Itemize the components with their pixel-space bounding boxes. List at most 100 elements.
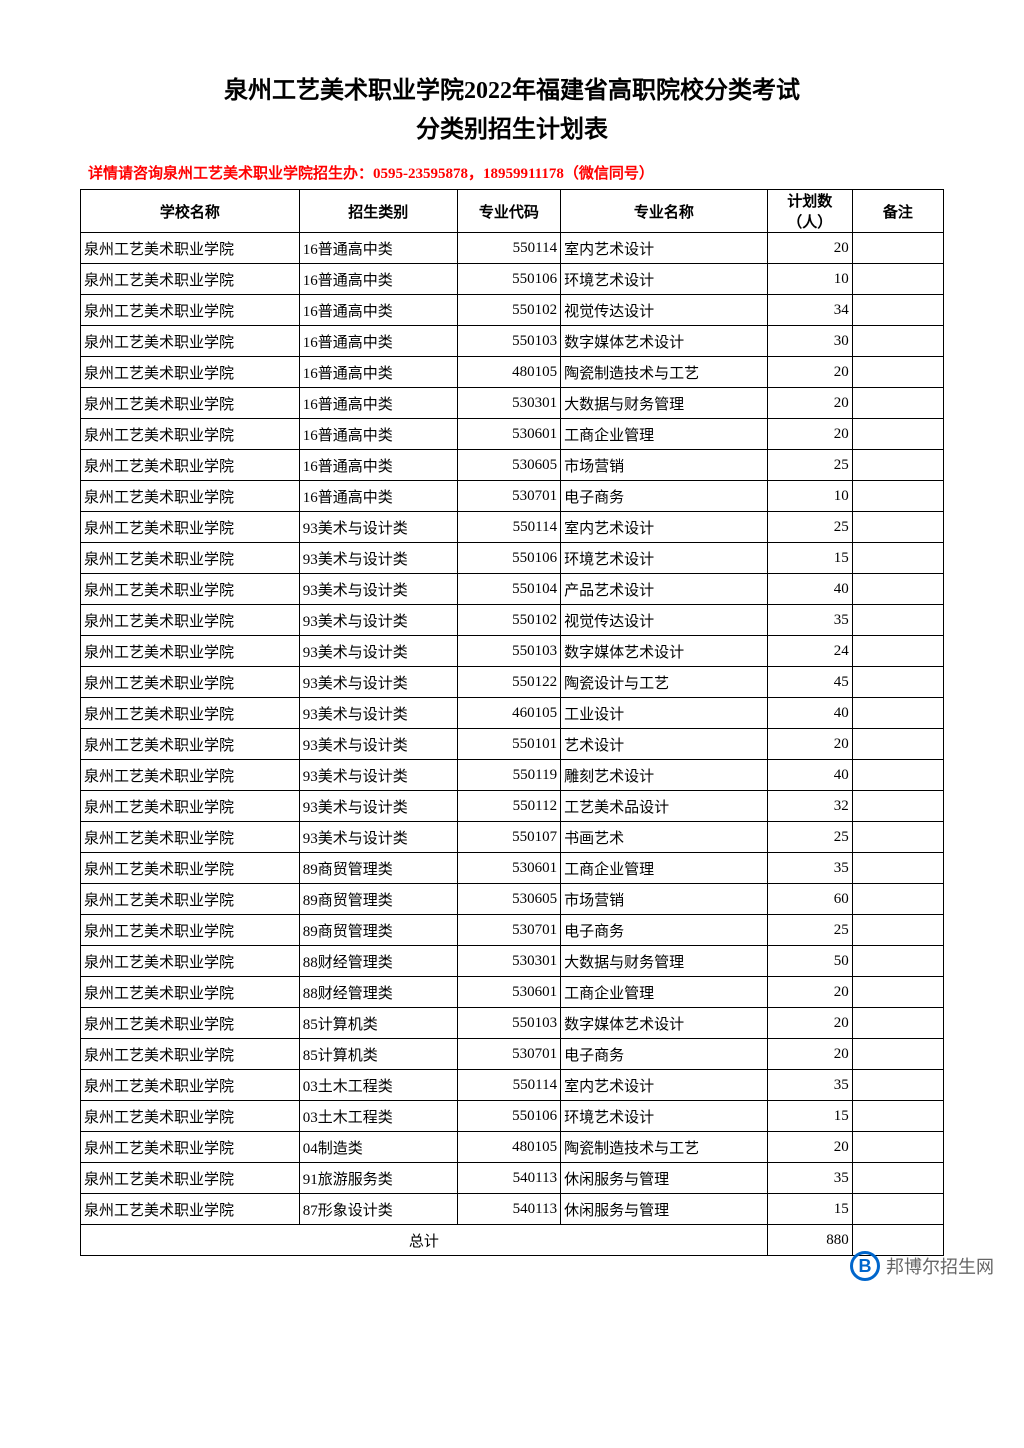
cell-code: 460105 (457, 698, 560, 729)
cell-code: 540113 (457, 1163, 560, 1194)
cell-school: 泉州工艺美术职业学院 (81, 1132, 300, 1163)
cell-code: 530601 (457, 977, 560, 1008)
cell-plan: 15 (767, 1194, 852, 1225)
cell-category: 16普通高中类 (299, 264, 457, 295)
cell-note (852, 1194, 943, 1225)
cell-major: 数字媒体艺术设计 (561, 1008, 768, 1039)
cell-school: 泉州工艺美术职业学院 (81, 543, 300, 574)
cell-school: 泉州工艺美术职业学院 (81, 1194, 300, 1225)
table-row: 泉州工艺美术职业学院93美术与设计类550104产品艺术设计40 (81, 574, 944, 605)
cell-plan: 25 (767, 915, 852, 946)
table-row: 泉州工艺美术职业学院93美术与设计类550102视觉传达设计35 (81, 605, 944, 636)
cell-school: 泉州工艺美术职业学院 (81, 574, 300, 605)
cell-category: 93美术与设计类 (299, 822, 457, 853)
cell-school: 泉州工艺美术职业学院 (81, 481, 300, 512)
table-row: 泉州工艺美术职业学院93美术与设计类550107书画艺术25 (81, 822, 944, 853)
cell-category: 16普通高中类 (299, 481, 457, 512)
cell-school: 泉州工艺美术职业学院 (81, 760, 300, 791)
cell-school: 泉州工艺美术职业学院 (81, 233, 300, 264)
cell-category: 93美术与设计类 (299, 574, 457, 605)
cell-major: 艺术设计 (561, 729, 768, 760)
cell-plan: 20 (767, 1132, 852, 1163)
cell-major: 环境艺术设计 (561, 543, 768, 574)
cell-school: 泉州工艺美术职业学院 (81, 419, 300, 450)
table-row: 泉州工艺美术职业学院93美术与设计类550122陶瓷设计与工艺45 (81, 667, 944, 698)
cell-major: 雕刻艺术设计 (561, 760, 768, 791)
cell-code: 530301 (457, 388, 560, 419)
cell-major: 产品艺术设计 (561, 574, 768, 605)
table-row: 泉州工艺美术职业学院03土木工程类550106环境艺术设计15 (81, 1101, 944, 1132)
cell-code: 550114 (457, 1070, 560, 1101)
cell-note (852, 1163, 943, 1194)
cell-note (852, 481, 943, 512)
cell-code: 530601 (457, 419, 560, 450)
cell-note (852, 1070, 943, 1101)
cell-plan: 34 (767, 295, 852, 326)
cell-category: 87形象设计类 (299, 1194, 457, 1225)
cell-code: 550104 (457, 574, 560, 605)
cell-plan: 40 (767, 574, 852, 605)
cell-code: 550112 (457, 791, 560, 822)
table-row: 泉州工艺美术职业学院93美术与设计类550101艺术设计20 (81, 729, 944, 760)
header-category: 招生类别 (299, 190, 457, 233)
watermark-text: 邦博尔招生网 (886, 1253, 994, 1279)
cell-plan: 20 (767, 729, 852, 760)
cell-major: 数字媒体艺术设计 (561, 636, 768, 667)
cell-major: 休闲服务与管理 (561, 1163, 768, 1194)
table-row: 泉州工艺美术职业学院85计算机类550103数字媒体艺术设计20 (81, 1008, 944, 1039)
cell-code: 530301 (457, 946, 560, 977)
cell-category: 93美术与设计类 (299, 636, 457, 667)
cell-plan: 35 (767, 605, 852, 636)
cell-category: 93美术与设计类 (299, 605, 457, 636)
cell-note (852, 388, 943, 419)
cell-major: 陶瓷设计与工艺 (561, 667, 768, 698)
cell-school: 泉州工艺美术职业学院 (81, 1101, 300, 1132)
cell-note (852, 760, 943, 791)
cell-code: 550122 (457, 667, 560, 698)
cell-category: 93美术与设计类 (299, 667, 457, 698)
table-row: 泉州工艺美术职业学院16普通高中类550114室内艺术设计20 (81, 233, 944, 264)
total-label: 总计 (81, 1225, 768, 1256)
cell-school: 泉州工艺美术职业学院 (81, 1163, 300, 1194)
cell-school: 泉州工艺美术职业学院 (81, 450, 300, 481)
cell-category: 88财经管理类 (299, 946, 457, 977)
cell-major: 室内艺术设计 (561, 1070, 768, 1101)
cell-code: 530701 (457, 915, 560, 946)
cell-category: 85计算机类 (299, 1008, 457, 1039)
table-row: 泉州工艺美术职业学院87形象设计类540113休闲服务与管理15 (81, 1194, 944, 1225)
cell-major: 环境艺术设计 (561, 264, 768, 295)
cell-note (852, 574, 943, 605)
cell-note (852, 729, 943, 760)
table-row: 泉州工艺美术职业学院16普通高中类530301大数据与财务管理20 (81, 388, 944, 419)
table-header-row: 学校名称 招生类别 专业代码 专业名称 计划数（人） 备注 (81, 190, 944, 233)
cell-category: 89商贸管理类 (299, 884, 457, 915)
cell-school: 泉州工艺美术职业学院 (81, 1008, 300, 1039)
cell-code: 550106 (457, 543, 560, 574)
cell-note (852, 295, 943, 326)
cell-school: 泉州工艺美术职业学院 (81, 667, 300, 698)
cell-plan: 30 (767, 326, 852, 357)
cell-note (852, 326, 943, 357)
cell-school: 泉州工艺美术职业学院 (81, 915, 300, 946)
cell-plan: 20 (767, 419, 852, 450)
cell-major: 数字媒体艺术设计 (561, 326, 768, 357)
table-row: 泉州工艺美术职业学院85计算机类530701电子商务20 (81, 1039, 944, 1070)
cell-plan: 25 (767, 822, 852, 853)
header-note: 备注 (852, 190, 943, 233)
cell-code: 530701 (457, 1039, 560, 1070)
cell-code: 550114 (457, 512, 560, 543)
cell-category: 88财经管理类 (299, 977, 457, 1008)
cell-major: 工商企业管理 (561, 977, 768, 1008)
cell-code: 530701 (457, 481, 560, 512)
cell-plan: 40 (767, 698, 852, 729)
cell-note (852, 605, 943, 636)
watermark: B 邦博尔招生网 (850, 1251, 994, 1281)
cell-plan: 20 (767, 233, 852, 264)
cell-code: 550106 (457, 1101, 560, 1132)
cell-major: 室内艺术设计 (561, 512, 768, 543)
cell-code: 550119 (457, 760, 560, 791)
cell-category: 93美术与设计类 (299, 512, 457, 543)
cell-school: 泉州工艺美术职业学院 (81, 822, 300, 853)
cell-major: 环境艺术设计 (561, 1101, 768, 1132)
cell-major: 大数据与财务管理 (561, 388, 768, 419)
